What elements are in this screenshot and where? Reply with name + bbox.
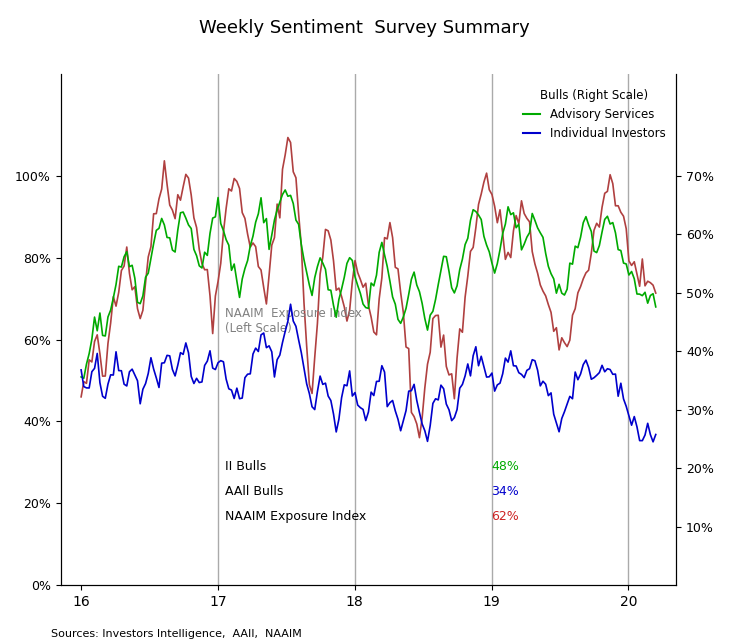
Text: 62%: 62% — [491, 509, 519, 523]
Text: Weekly Sentiment  Survey Summary: Weekly Sentiment Survey Summary — [199, 19, 530, 37]
Text: AAll Bulls: AAll Bulls — [225, 485, 283, 498]
Text: 34%: 34% — [491, 485, 519, 498]
Text: 48%: 48% — [491, 460, 520, 473]
Legend: Advisory Services, Individual Investors: Advisory Services, Individual Investors — [518, 85, 671, 145]
Text: II Bulls: II Bulls — [225, 460, 266, 473]
Text: Sources: Investors Intelligence,  AAII,  NAAIM: Sources: Investors Intelligence, AAII, N… — [51, 629, 302, 638]
Text: NAAIM  Exposure Index
(Left Scale): NAAIM Exposure Index (Left Scale) — [225, 307, 362, 335]
Text: NAAIM Exposure Index: NAAIM Exposure Index — [225, 509, 366, 523]
